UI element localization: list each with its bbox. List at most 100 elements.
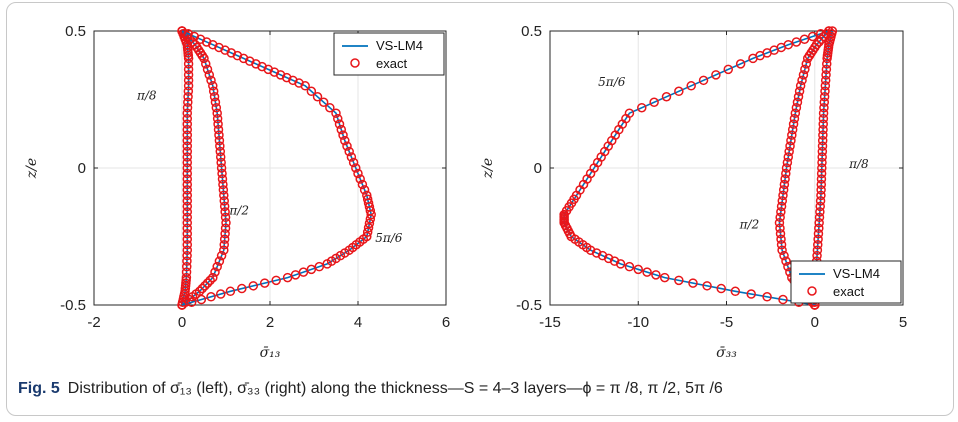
data-point-marker bbox=[820, 75, 831, 86]
data-point-marker bbox=[182, 190, 193, 201]
data-point-marker bbox=[215, 141, 225, 151]
data-point-marker bbox=[314, 261, 325, 272]
data-point-marker bbox=[637, 102, 647, 113]
data-point-marker bbox=[814, 218, 824, 228]
data-point-marker bbox=[777, 245, 787, 255]
caption-text: Distribution of σ̄₁₃ (left), σ̄₃₃ (right… bbox=[67, 380, 723, 397]
data-point-marker bbox=[182, 168, 193, 179]
series-line-1 bbox=[181, 30, 190, 306]
figure-caption: Fig. 5 Distribution of σ̄₁₃ (left), σ̄₃₃ … bbox=[18, 380, 948, 398]
data-point-marker bbox=[797, 75, 807, 86]
data-point-marker bbox=[220, 223, 231, 234]
data-point-marker bbox=[214, 130, 224, 140]
x-tick-label: 0 bbox=[811, 314, 819, 331]
data-point-marker bbox=[819, 102, 829, 113]
data-point-marker bbox=[182, 185, 193, 195]
data-point-marker bbox=[698, 75, 709, 86]
data-point-marker bbox=[362, 190, 372, 201]
data-point-marker bbox=[776, 234, 786, 244]
data-point-marker bbox=[821, 70, 831, 80]
legend-box bbox=[333, 32, 445, 76]
data-point-marker bbox=[259, 278, 270, 288]
data-point-marker bbox=[359, 185, 370, 195]
data-point-marker bbox=[182, 212, 193, 223]
data-point-marker bbox=[182, 250, 192, 261]
data-point-marker bbox=[790, 108, 801, 118]
data-point-marker bbox=[789, 113, 800, 124]
data-point-marker bbox=[182, 229, 193, 239]
data-point-marker bbox=[206, 292, 216, 302]
x-tick-label: -10 bbox=[627, 314, 649, 331]
data-point-marker bbox=[362, 227, 373, 237]
data-point-marker bbox=[208, 86, 219, 97]
data-point-marker bbox=[791, 37, 802, 47]
data-point-marker bbox=[216, 250, 227, 261]
data-point-marker bbox=[346, 152, 357, 162]
data-point-marker bbox=[182, 196, 193, 206]
caption-label: Fig. 5 bbox=[18, 380, 60, 397]
curve-annotation: 5π/6 bbox=[375, 231, 403, 245]
x-tick-label: 5 bbox=[899, 314, 907, 331]
legend: VS-LM4 exact bbox=[333, 32, 445, 76]
data-point-marker bbox=[716, 283, 726, 294]
data-point-marker bbox=[182, 256, 192, 266]
data-point-marker bbox=[779, 250, 789, 261]
data-point-marker bbox=[219, 245, 229, 255]
data-point-marker bbox=[794, 86, 805, 97]
data-point-marker bbox=[181, 272, 192, 283]
data-point-marker bbox=[182, 239, 193, 250]
legend-marker-swatch bbox=[350, 58, 360, 68]
data-point-marker bbox=[219, 201, 230, 212]
data-point-marker bbox=[362, 231, 372, 242]
data-point-marker bbox=[218, 185, 229, 195]
data-point-marker bbox=[777, 196, 788, 206]
data-point-marker bbox=[364, 218, 375, 229]
data-point-marker bbox=[187, 37, 198, 47]
data-point-marker bbox=[363, 222, 374, 233]
data-point-marker bbox=[817, 152, 827, 162]
data-point-marker bbox=[210, 267, 220, 277]
data-point-marker bbox=[651, 270, 661, 280]
data-point-marker bbox=[798, 70, 809, 80]
data-point-marker bbox=[182, 119, 193, 129]
data-point-marker bbox=[212, 113, 223, 124]
data-point-marker bbox=[661, 92, 672, 102]
data-point-marker bbox=[609, 256, 620, 266]
data-point-marker bbox=[212, 108, 222, 118]
data-point-marker bbox=[814, 37, 824, 47]
data-point-marker bbox=[815, 207, 825, 217]
data-point-marker bbox=[182, 113, 193, 124]
data-point-marker bbox=[735, 59, 746, 69]
data-point-marker bbox=[776, 207, 786, 217]
data-point-marker bbox=[351, 163, 361, 173]
data-point-marker bbox=[215, 152, 226, 162]
data-point-marker bbox=[816, 34, 827, 44]
data-point-marker bbox=[183, 70, 194, 80]
data-point-marker bbox=[212, 261, 222, 272]
data-point-marker bbox=[221, 218, 231, 228]
data-point-marker bbox=[215, 289, 226, 299]
data-point-marker bbox=[816, 179, 827, 190]
data-point-marker bbox=[791, 102, 802, 113]
data-point-marker bbox=[206, 75, 216, 86]
data-point-marker bbox=[800, 64, 810, 75]
data-point-marker bbox=[318, 97, 329, 107]
data-point-marker bbox=[817, 146, 828, 157]
data-point-marker bbox=[793, 92, 804, 102]
x-tick-label: 4 bbox=[354, 314, 362, 331]
data-point-marker bbox=[210, 97, 221, 107]
data-point-marker bbox=[815, 201, 825, 212]
data-point-marker bbox=[649, 97, 659, 107]
y-tick-label: -0.5 bbox=[516, 297, 542, 314]
data-point-marker bbox=[776, 239, 787, 250]
data-point-marker bbox=[182, 234, 193, 244]
legend-label: VS-LM4 bbox=[833, 266, 880, 281]
data-point-marker bbox=[686, 81, 696, 91]
legend: VS-LM4 exact bbox=[790, 260, 902, 304]
legend-label: exact bbox=[376, 56, 407, 71]
data-point-marker bbox=[818, 124, 828, 135]
data-point-marker bbox=[785, 141, 795, 151]
data-point-marker bbox=[298, 267, 309, 277]
data-point-marker bbox=[344, 146, 354, 157]
figure-canvas: -2 0 2 4 6 -0.5 0 0.5 σ̄₁₃ z/e π/8 π/2 5π/6 VS-LM4 exa… bbox=[24, 23, 907, 361]
